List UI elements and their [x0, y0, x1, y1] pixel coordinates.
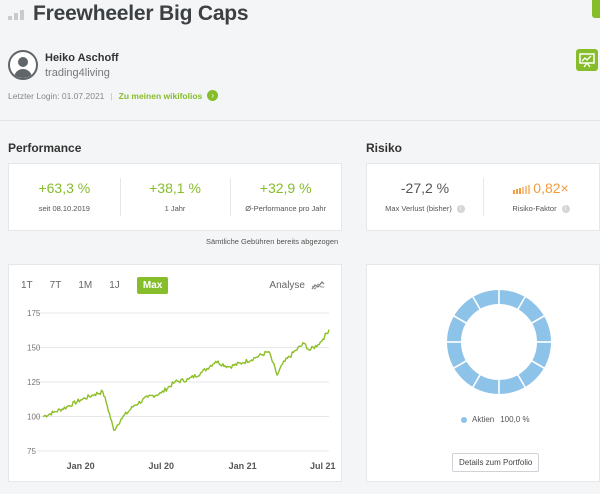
y-tick-label: 75	[27, 447, 36, 456]
y-tick-label: 100	[27, 413, 41, 422]
tab-1m[interactable]: 1M	[78, 280, 93, 291]
performance-metric: +63,3 % seit 08.10.2019	[9, 164, 120, 230]
donut-segment-gap	[452, 314, 468, 325]
title-row: Freewheeler Big Caps	[8, 2, 249, 26]
chevron-right-icon[interactable]: ›	[207, 90, 219, 101]
legend-value: 100,0 %	[500, 415, 530, 424]
portfolio-details-button[interactable]: Details zum Portfolio	[452, 453, 540, 472]
tab-7t[interactable]: 7T	[49, 280, 62, 291]
donut-segment-gap	[516, 295, 527, 311]
y-tick-label: 175	[27, 309, 41, 318]
performance-title: Performance	[8, 141, 82, 155]
risk-level-icon	[513, 184, 531, 194]
donut-segment-gap	[516, 373, 527, 389]
edit-icon[interactable]	[592, 0, 600, 18]
performance-chart-card: 1T 7T 1M 1J Max Analyse 75 100 125 150 175 Ja…	[8, 264, 342, 482]
risk-metric: -27,2 % Max Verlust (bisher) i	[367, 164, 483, 230]
risk-level-bar	[516, 188, 519, 194]
donut-segment-gap	[530, 359, 546, 370]
trader-name[interactable]: Heiko Aschoff	[45, 51, 119, 64]
info-icon[interactable]: i	[456, 205, 465, 214]
metric-value: +63,3 %	[38, 180, 91, 196]
x-tick-label: Jul 21	[310, 461, 336, 471]
metric-label: 1 Jahr	[164, 204, 186, 213]
donut-segment-gap	[452, 359, 468, 370]
allocation-donut-chart[interactable]	[367, 265, 600, 483]
separator: |	[110, 90, 113, 101]
tab-1t[interactable]: 1T	[21, 280, 33, 291]
performance-card: +63,3 % seit 08.10.2019 +38,1 % 1 Jahr +…	[8, 163, 342, 231]
risk-level-bar	[528, 184, 531, 194]
donut-segment-gap	[471, 373, 482, 389]
analyse-icon	[311, 280, 325, 290]
x-tick-label: Jan 20	[67, 461, 95, 471]
y-tick-label: 125	[27, 378, 41, 387]
period-tabs: 1T 7T 1M 1J Max	[21, 277, 169, 294]
metric-label: Risiko-Faktor	[512, 204, 557, 213]
trader-nickname: trading4living	[45, 66, 110, 79]
metric-value: +32,9 %	[259, 180, 312, 196]
legend-label: Aktien	[472, 415, 495, 424]
risk-level-bar	[519, 187, 522, 194]
risk-factor-suffix: ×	[560, 180, 569, 196]
user-icon[interactable]	[8, 50, 38, 80]
metric-label: seit 08.10.2019	[38, 204, 90, 213]
y-tick-label: 150	[27, 344, 41, 353]
metric-value: -27,2 %	[400, 180, 450, 196]
analyse-label: Analyse	[269, 280, 305, 291]
metric-label: Max Verlust (bisher)	[385, 204, 452, 213]
risk-level-bar	[513, 189, 516, 194]
donut-slice[interactable]	[447, 290, 551, 394]
performance-metric: +32,9 % Ø-Performance pro Jahr	[230, 164, 341, 230]
signal-bars-icon	[8, 8, 26, 20]
risk-metric: 0,82× Risiko-Faktor i	[483, 164, 599, 230]
trader-info: Heiko Aschoff trading4living	[8, 50, 119, 80]
donut-segment-gap	[471, 295, 482, 311]
risk-title: Risiko	[366, 141, 403, 155]
x-tick-label: Jan 21	[229, 461, 257, 471]
page-title: Freewheeler Big Caps	[33, 2, 249, 25]
performance-series-line	[42, 329, 330, 432]
metric-value: +38,1 %	[149, 180, 201, 196]
divider	[0, 120, 600, 121]
performance-line-chart[interactable]: 75 100 125 150 175 Jan 20 Jul 20 Jan 21 Jul 21	[9, 265, 343, 483]
legend-swatch	[461, 416, 467, 423]
login-row: Letzter Login: 01.07.2021 | Zu meinen wi…	[8, 90, 219, 101]
analyse-button[interactable]: Analyse	[269, 280, 325, 291]
metric-value: 0,82	[533, 180, 561, 196]
risk-level-bar	[525, 185, 528, 194]
fee-note: Sämtliche Gebühren bereits abgezogen	[206, 237, 339, 246]
allocation-legend: Aktien 100,0 %	[461, 415, 530, 424]
presentation-icon[interactable]	[576, 49, 598, 71]
performance-metric: +38,1 % 1 Jahr	[119, 164, 231, 230]
x-tick-label: Jul 20	[148, 461, 174, 471]
metric-label: Ø-Performance pro Jahr	[245, 204, 327, 213]
info-icon[interactable]: i	[561, 205, 570, 214]
donut-segment-gap	[530, 314, 546, 325]
last-login: Letzter Login: 01.07.2021	[8, 90, 105, 101]
risk-level-bar	[522, 186, 525, 194]
allocation-card: Aktien 100,0 % Details zum Portfolio	[366, 264, 600, 482]
tab-1j[interactable]: 1J	[109, 280, 120, 291]
tab-max[interactable]: Max	[136, 277, 169, 294]
wikifolios-link[interactable]: Zu meinen wikifolios	[118, 90, 203, 101]
risk-card: -27,2 % Max Verlust (bisher) i 0,82× Risi…	[366, 163, 600, 231]
